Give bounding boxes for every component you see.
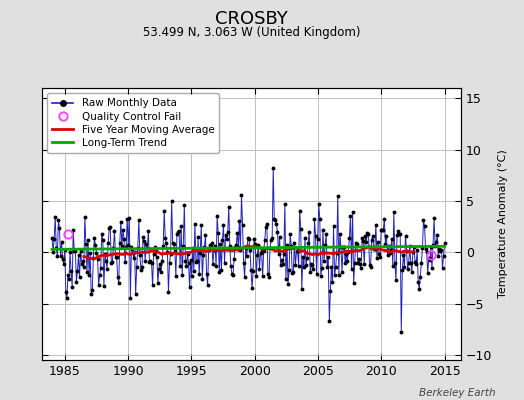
Text: 53.499 N, 3.063 W (United Kingdom): 53.499 N, 3.063 W (United Kingdom) (143, 26, 361, 39)
Text: CROSBY: CROSBY (215, 10, 288, 28)
Y-axis label: Temperature Anomaly (°C): Temperature Anomaly (°C) (498, 150, 508, 298)
Text: Berkeley Earth: Berkeley Earth (419, 388, 495, 398)
Legend: Raw Monthly Data, Quality Control Fail, Five Year Moving Average, Long-Term Tren: Raw Monthly Data, Quality Control Fail, … (47, 93, 220, 153)
